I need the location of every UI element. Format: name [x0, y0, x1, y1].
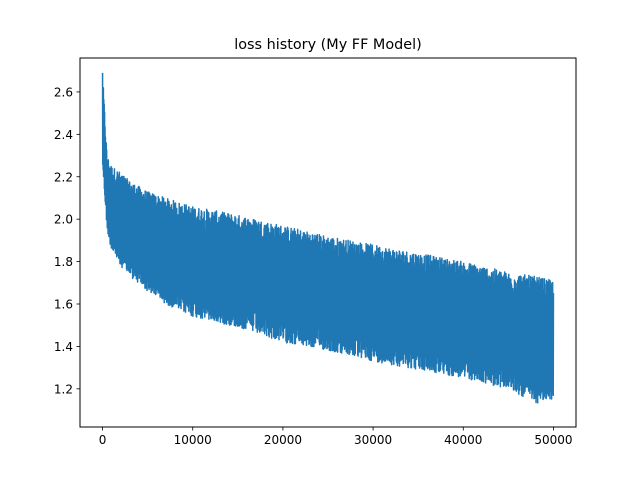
x-tick-label: 10000 — [174, 433, 212, 447]
x-tick-label: 40000 — [444, 433, 482, 447]
loss-series-line — [101, 72, 555, 404]
plot-area — [101, 72, 555, 404]
x-axis-ticks: 0 10000 20000 30000 40000 50000 — [99, 427, 573, 447]
y-tick-label: 2.6 — [54, 85, 73, 99]
chart-title: loss history (My FF Model) — [234, 37, 422, 53]
x-tick-label: 30000 — [354, 433, 392, 447]
axes-frame — [79, 57, 577, 428]
y-tick-label: 2.2 — [54, 170, 73, 184]
x-tick-label: 50000 — [534, 433, 572, 447]
x-tick-label: 20000 — [264, 433, 302, 447]
y-tick-label: 2.4 — [54, 128, 73, 142]
y-axis-ticks: 1.2 1.4 1.6 1.8 2.0 2.2 2.4 2.6 — [54, 85, 80, 396]
y-tick-label: 1.4 — [54, 340, 73, 354]
y-tick-label: 1.2 — [54, 382, 73, 396]
y-tick-label: 2.0 — [54, 213, 73, 227]
y-tick-label: 1.8 — [54, 255, 73, 269]
y-tick-label: 1.6 — [54, 298, 73, 312]
x-tick-label: 0 — [99, 433, 107, 447]
